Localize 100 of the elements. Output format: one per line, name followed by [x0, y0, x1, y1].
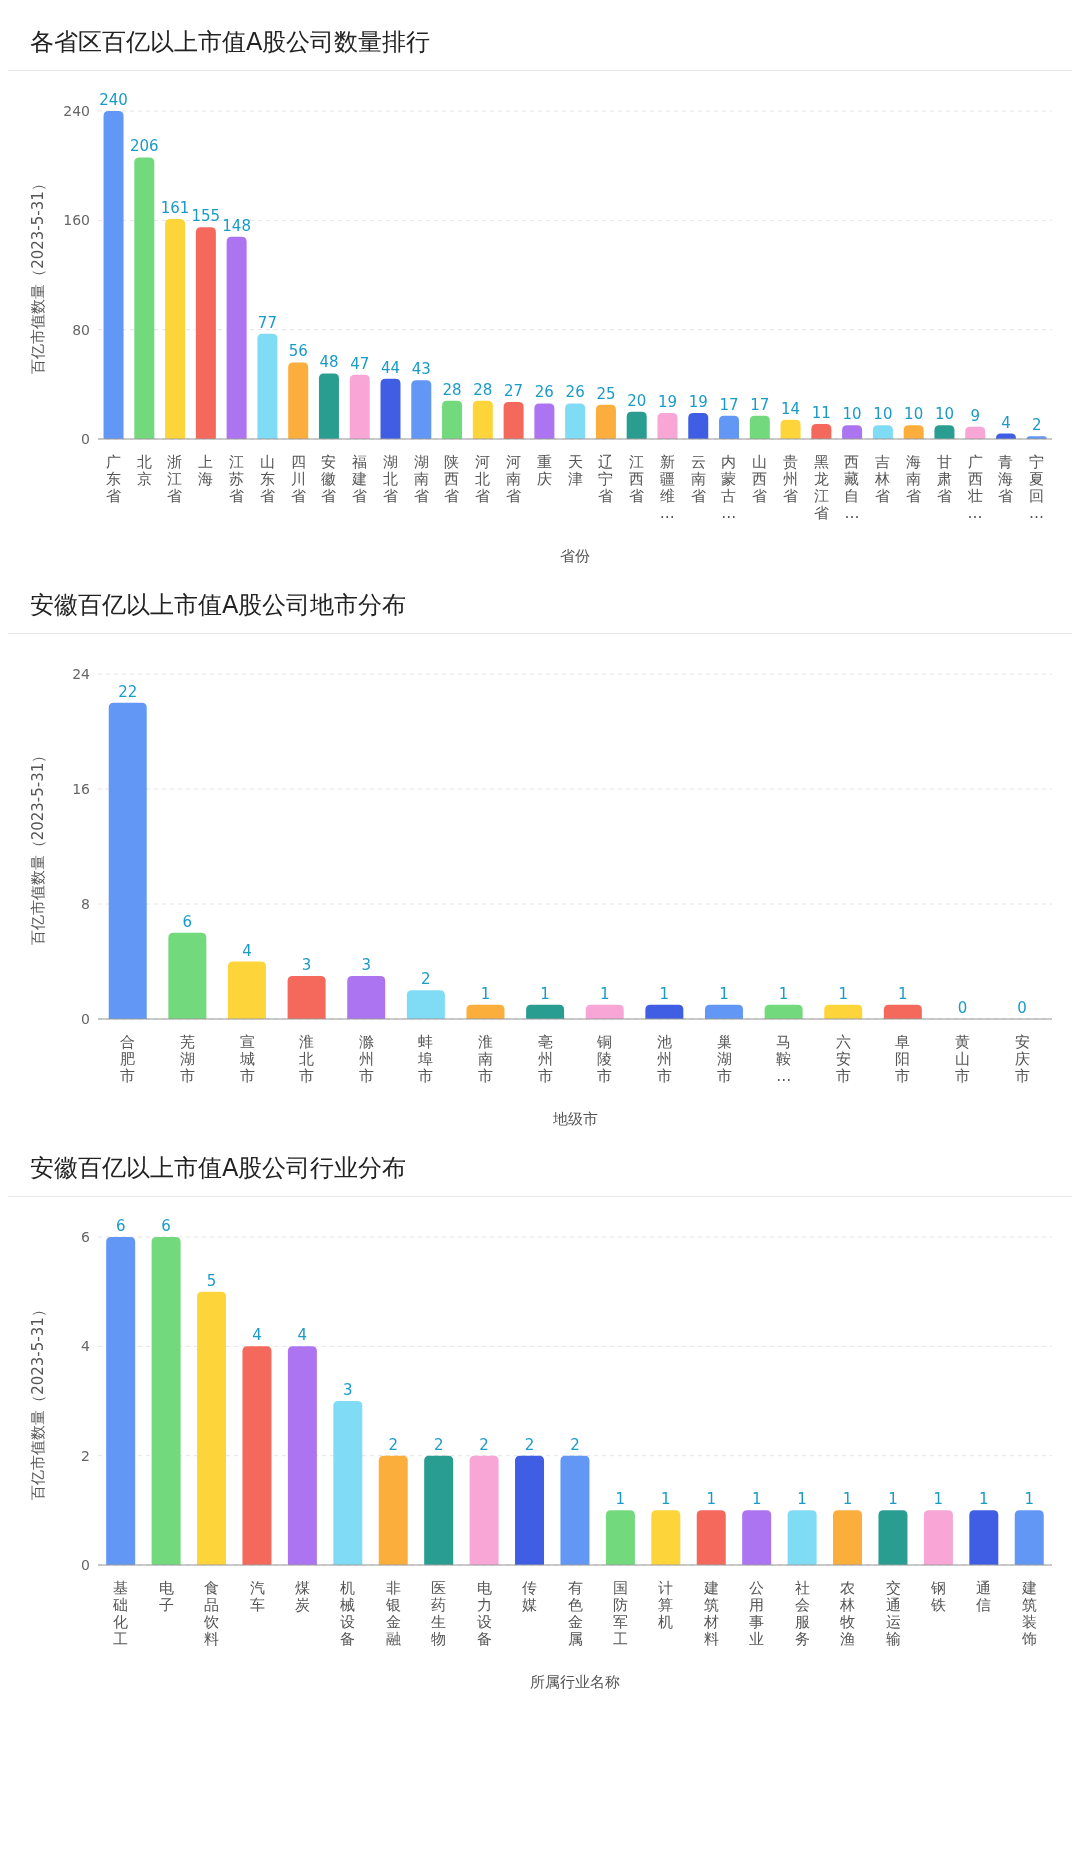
data-label: 28	[442, 380, 462, 399]
bar	[378, 1455, 408, 1565]
y-axis-title: 百亿市值数量（2023-5-31）	[29, 747, 48, 946]
data-label: 1	[933, 1490, 944, 1509]
data-label: 43	[411, 360, 431, 379]
data-label: 6	[161, 1217, 171, 1235]
x-axis-title: 地级市	[551, 1110, 598, 1128]
data-label: 14	[781, 399, 801, 418]
bar	[347, 975, 386, 1019]
bar	[466, 1004, 505, 1019]
bar	[872, 425, 893, 439]
x-tick-label: 黑龙江省	[813, 453, 829, 522]
data-label: 2	[479, 1435, 489, 1454]
x-tick-label: 蚌埠市	[417, 1033, 434, 1085]
x-tick-label: 巢湖市	[716, 1033, 732, 1085]
x-tick-label: 云南省	[690, 453, 706, 505]
x-tick-label: 国防军工	[612, 1579, 628, 1648]
bar	[515, 1455, 545, 1565]
data-label: 10	[873, 405, 893, 424]
x-tick-label: 交通运输	[885, 1579, 901, 1648]
bar	[704, 1004, 743, 1019]
bar	[764, 1004, 803, 1019]
x-tick-label: 合肥市	[120, 1033, 136, 1085]
x-tick-label: 天津	[567, 453, 583, 488]
data-label: 2	[433, 1435, 444, 1454]
chart-title: 安徽百亿以上市值A股公司行业分布	[8, 1134, 1072, 1197]
data-label: 2	[524, 1435, 535, 1454]
data-label: 56	[288, 342, 308, 361]
bar	[534, 403, 555, 439]
x-tick-label: 河南省	[505, 453, 521, 505]
bar	[811, 423, 832, 439]
bar	[442, 400, 463, 439]
data-label: 1	[540, 984, 550, 1003]
x-tick-label: 黄山市	[955, 1033, 971, 1085]
x-tick-label: 计算机	[658, 1579, 674, 1631]
x-tick-label: 江苏省	[228, 453, 244, 505]
data-label: 2	[570, 1435, 580, 1454]
x-tick-label: 陕西省	[444, 453, 460, 505]
x-tick-label: 安庆市	[1014, 1033, 1030, 1085]
data-label: 1	[706, 1490, 717, 1509]
data-label: 0	[957, 999, 968, 1017]
data-label: 4	[252, 1326, 262, 1345]
bar	[108, 702, 147, 1019]
data-label: 2	[1031, 416, 1042, 435]
bar	[411, 380, 432, 439]
bar	[287, 1346, 317, 1565]
y-tick-label: 6	[81, 1228, 91, 1245]
data-label: 2	[421, 970, 431, 989]
data-label: 17	[719, 395, 739, 414]
x-tick-label: 甘肃省	[936, 453, 952, 505]
x-tick-label: 煤炭	[294, 1579, 310, 1614]
x-tick-label: 河北省	[475, 453, 491, 505]
data-label: 2	[388, 1435, 399, 1454]
x-tick-label: 淮南市	[478, 1033, 494, 1085]
data-label: 1	[898, 984, 908, 1003]
x-tick-label: 四川省	[290, 453, 306, 505]
bar	[878, 1510, 908, 1565]
x-tick-label: 湖南省	[413, 453, 429, 505]
bar	[503, 402, 524, 439]
bar	[560, 1455, 590, 1565]
x-tick-label: 广西壮…	[966, 453, 983, 522]
x-tick-label: 重庆	[536, 453, 552, 488]
bar	[585, 1004, 624, 1019]
x-tick-label: 社会服务	[794, 1579, 810, 1648]
data-label: 28	[473, 380, 493, 399]
bar	[318, 373, 339, 439]
data-label: 10	[934, 405, 954, 424]
x-tick-label: 非银金融	[384, 1579, 401, 1648]
data-label: 161	[160, 198, 190, 217]
data-label: 26	[534, 383, 554, 402]
y-tick-label: 160	[63, 212, 90, 229]
bar	[645, 1004, 684, 1019]
bar	[151, 1237, 181, 1565]
data-label: 1	[838, 984, 849, 1003]
data-label: 1	[480, 984, 491, 1003]
data-label: 1	[797, 1490, 807, 1509]
x-tick-label: 青海省	[998, 453, 1014, 505]
data-label: 47	[350, 354, 370, 373]
x-tick-label: 新疆维…	[659, 453, 675, 522]
bar	[749, 415, 770, 439]
x-tick-label: 海南省	[906, 453, 922, 505]
data-label: 22	[118, 682, 138, 701]
y-tick-label: 2	[81, 1447, 90, 1464]
x-tick-label: 机械设备	[340, 1579, 356, 1648]
bar	[134, 157, 155, 439]
bar	[333, 1401, 363, 1565]
bar	[883, 1004, 922, 1019]
y-tick-label: 8	[81, 895, 90, 912]
bar	[780, 419, 801, 439]
y-axis-title: 百亿市值数量（2023-5-31）	[29, 1302, 48, 1500]
x-tick-label: 阜阳市	[895, 1033, 911, 1085]
y-tick-label: 0	[81, 430, 90, 447]
bar	[923, 1510, 953, 1565]
x-tick-label: 基础化工	[112, 1579, 129, 1648]
bar	[406, 990, 445, 1019]
x-tick-label: 传媒	[522, 1579, 538, 1614]
x-tick-label: 钢铁	[929, 1579, 946, 1614]
y-tick-label: 0	[81, 1010, 90, 1027]
bar	[833, 1510, 863, 1565]
x-tick-label: 宁夏回…	[1029, 453, 1045, 522]
